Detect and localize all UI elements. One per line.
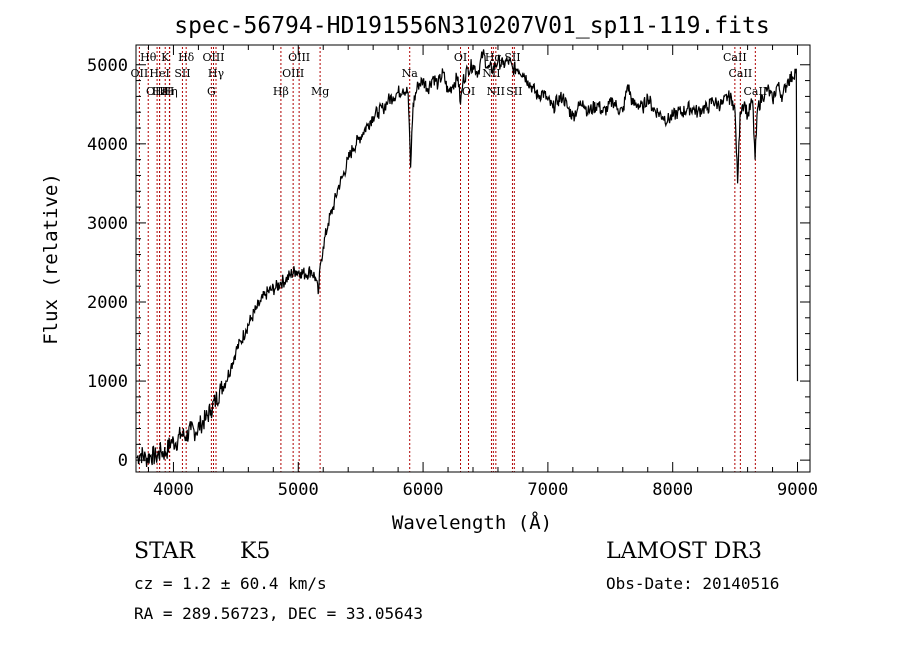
y-tick-label-5: 5000: [87, 56, 128, 76]
redshift-text: cz = 1.2 ± 60.4 km/s: [134, 574, 327, 593]
object-type: STAR: [134, 539, 195, 564]
obs-date: Obs-Date: 20140516: [606, 574, 780, 593]
line-label-6: Hη: [162, 85, 178, 98]
line-label-8: SII: [174, 67, 190, 80]
y-tick-label-3: 3000: [87, 214, 128, 234]
line-label-9: Hδ: [178, 51, 195, 64]
x-tick-label-1: 5000: [278, 480, 319, 500]
line-label-18: OI: [454, 51, 467, 64]
line-label-12: G: [207, 85, 216, 98]
line-label-17: Na: [402, 67, 419, 80]
coordinates: RA = 289.56723, DEC = 33.05643: [134, 604, 423, 623]
line-label-3: Hε: [152, 85, 168, 98]
spectrum-series-line: [136, 49, 799, 467]
x-tick-label-3: 7000: [527, 480, 568, 500]
spectrum-chart: spec-56794-HD191556N310207V01_sp11-119.f…: [40, 13, 818, 534]
line-label-5: K: [161, 51, 170, 64]
line-label-26: CaII: [729, 67, 753, 80]
chart-title: spec-56794-HD191556N310207V01_sp11-119.f…: [174, 13, 769, 39]
line-label-24: SII: [506, 85, 522, 98]
y-tick-label-0: 0: [118, 451, 128, 471]
line-label-22: NII: [487, 85, 505, 98]
y-tick-label-4: 4000: [87, 135, 128, 155]
spectral-subclass: K5: [240, 539, 271, 564]
line-label-7: H: [165, 85, 175, 98]
line-label-27: CaII: [743, 85, 767, 98]
line-label-20: NII: [482, 67, 500, 80]
axis-ticks: 4000 5000 6000 7000 8000 9000 0 1000 2000 3000 400…: [87, 45, 818, 500]
line-label-14: OIII: [288, 51, 310, 64]
line-label-11: Hγ: [208, 67, 225, 80]
line-label-2: OIII: [146, 85, 168, 98]
survey-name: LAMOST DR3: [606, 539, 762, 564]
x-tick-label-0: 4000: [153, 480, 194, 500]
line-label-19: OI: [462, 85, 475, 98]
line-label-10: OIII: [202, 51, 224, 64]
y-axis-label: Flux (relative): [40, 173, 62, 345]
line-label-0: Hθ: [140, 51, 157, 64]
x-axis-label: Wavelength (Å): [392, 511, 552, 534]
x-tick-label-2: 6000: [403, 480, 444, 500]
y-tick-label-1: 1000: [87, 372, 128, 392]
line-label-16: Mg: [311, 85, 329, 98]
x-tick-label-4: 8000: [652, 480, 693, 500]
emission-line-markers: [138, 47, 756, 472]
line-label-13: Hβ: [273, 85, 289, 98]
x-tick-label-5: 9000: [777, 480, 818, 500]
line-label-25: CaII: [723, 51, 747, 64]
line-label-15: OIII: [282, 67, 304, 80]
line-label-4: HeI: [149, 67, 169, 80]
line-label-1: OII: [131, 67, 149, 80]
y-tick-label-2: 2000: [87, 293, 128, 313]
